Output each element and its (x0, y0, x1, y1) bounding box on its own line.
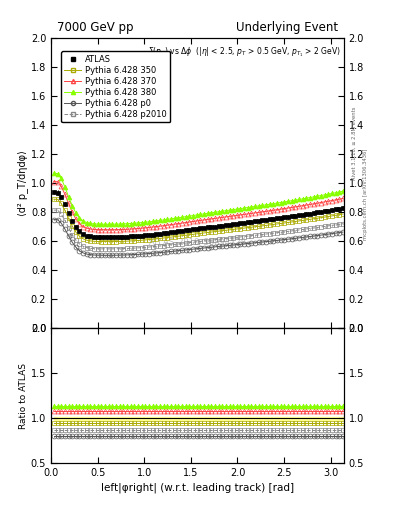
X-axis label: left|φright| (w.r.t. leading track) [rad]: left|φright| (w.r.t. leading track) [rad… (101, 482, 294, 493)
Y-axis label: ⟨d² p_T/dηdφ⟩: ⟨d² p_T/dηdφ⟩ (17, 151, 28, 216)
Text: 7000 GeV pp: 7000 GeV pp (57, 21, 134, 34)
Text: $\Sigma(p_T)$ vs $\Delta\phi$  ($|\eta|$ < 2.5, $p_T$ > 0.5 GeV, $p_{T_1}$ > 2 G: $\Sigma(p_T)$ vs $\Delta\phi$ ($|\eta|$ … (148, 46, 341, 59)
Text: Rivet 3.1.10, ≥ 2.8M events: Rivet 3.1.10, ≥ 2.8M events (352, 106, 357, 180)
Y-axis label: Ratio to ATLAS: Ratio to ATLAS (19, 363, 28, 429)
Text: ATLAS_2010_S8894728: ATLAS_2010_S8894728 (149, 237, 246, 246)
Text: Underlying Event: Underlying Event (236, 21, 338, 34)
Text: mcplots.cern.ch [arXiv:1306.3436]: mcplots.cern.ch [arXiv:1306.3436] (363, 149, 368, 240)
Legend: ATLAS, Pythia 6.428 350, Pythia 6.428 370, Pythia 6.428 380, Pythia 6.428 p0, Py: ATLAS, Pythia 6.428 350, Pythia 6.428 37… (61, 51, 170, 122)
